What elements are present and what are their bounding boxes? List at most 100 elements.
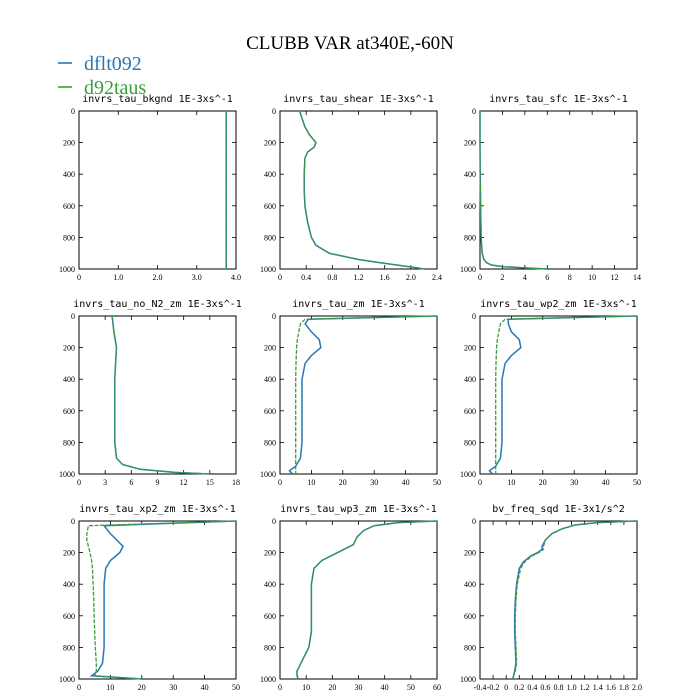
y-tick-label: 200	[63, 344, 75, 353]
series-line-d92taus	[512, 520, 638, 680]
panel-title: bv_freq_sqd 1E-3x1/s^2	[492, 504, 624, 515]
y-tick-label: 1000	[460, 265, 476, 274]
x-tick-label: 2.4	[432, 273, 442, 282]
legend-label-d92taus: d92taus	[84, 77, 146, 99]
y-tick-label: 1000	[260, 265, 276, 274]
chart-panel-2: invrs_tau_shear 1E-3xs^-1 0 0.4 0.8 1.2 1.6 2.…	[260, 94, 442, 282]
x-tick-label: 4	[523, 273, 527, 282]
y-tick-label: 600	[464, 202, 476, 211]
chart-panel-3: invrs_tau_sfc 1E-3xs^-1 0 2 4 6 8 10 12 14 0 200 40…	[460, 94, 641, 282]
plot-frame	[479, 315, 638, 475]
plot-frame	[279, 315, 438, 475]
y-tick-label: 0	[472, 312, 476, 321]
y-tick-label: 200	[464, 549, 476, 558]
y-tick-label: 400	[464, 170, 476, 179]
y-tick-label: 600	[464, 407, 476, 416]
chart-panel-7: invrs_tau_xp2_zm 1E-3xs^-1 0 10 20 30 40 50 0 20…	[59, 504, 240, 692]
x-tick-label: 9	[156, 478, 160, 487]
y-tick-label: 0	[272, 312, 276, 321]
x-tick-label: 0	[77, 273, 81, 282]
x-tick-label: 0.6	[540, 683, 550, 692]
x-tick-label: 40	[201, 683, 209, 692]
x-tick-label: 1.4	[593, 683, 603, 692]
x-tick-label: 0	[77, 683, 81, 692]
y-tick-label: 600	[264, 407, 276, 416]
y-tick-label: 1000	[59, 470, 75, 479]
y-tick-label: 800	[464, 438, 476, 447]
panel-grid: invrs_tau_bkgnd 1E-3xs^-1 0 1.0 2.0 3.0 4.0 0 2…	[59, 94, 642, 692]
plot-frame	[78, 520, 237, 680]
x-tick-label: 0	[478, 478, 482, 487]
y-tick-label: 1000	[260, 675, 276, 684]
panel-title: invrs_tau_sfc 1E-3xs^-1	[489, 94, 627, 105]
x-tick-label: 50	[433, 478, 441, 487]
series-line-dflt092	[288, 315, 438, 475]
y-tick-label: 400	[264, 375, 276, 384]
chart-panel-9: bv_freq_sqd 1E-3x1/s^2 -0.4 -0.2 0 0.2 0.4 0.6…	[460, 504, 642, 692]
x-tick-label: 30	[370, 478, 378, 487]
x-tick-label: 2.0	[406, 273, 416, 282]
y-tick-label: 0	[71, 517, 75, 526]
x-tick-label: 0	[504, 683, 508, 692]
plot-frame	[479, 520, 638, 680]
x-tick-label: 1.0	[567, 683, 577, 692]
x-tick-label: 6	[129, 478, 133, 487]
x-tick-label: 0	[278, 273, 282, 282]
plot-frame	[78, 110, 237, 270]
x-tick-label: 0.8	[554, 683, 564, 692]
series-line-d92taus	[111, 315, 210, 475]
y-tick-label: 1000	[460, 470, 476, 479]
y-tick-label: 400	[264, 170, 276, 179]
chart-panel-5: invrs_tau_zm 1E-3xs^-1 0 10 20 30 40 50 0 200 400…	[260, 299, 441, 487]
x-tick-label: 20	[539, 478, 547, 487]
y-tick-label: 200	[63, 549, 75, 558]
y-tick-label: 800	[63, 643, 75, 652]
figure-title: CLUBB VAR at340E,-60N	[246, 33, 454, 54]
x-tick-label: 0	[478, 273, 482, 282]
x-tick-label: 20	[328, 683, 336, 692]
x-tick-label: 10	[588, 273, 596, 282]
plot-frame	[78, 315, 237, 475]
x-tick-label: 12	[180, 478, 188, 487]
y-tick-label: 400	[63, 170, 75, 179]
y-tick-label: 0	[472, 517, 476, 526]
y-tick-label: 1000	[460, 675, 476, 684]
x-tick-label: 40	[381, 683, 389, 692]
y-tick-label: 1000	[59, 265, 75, 274]
panel-title: invrs_tau_shear 1E-3xs^-1	[283, 94, 434, 105]
x-tick-label: 30	[570, 478, 578, 487]
x-tick-label: 2	[500, 273, 504, 282]
series-line-dflt092	[511, 520, 638, 680]
y-tick-label: 0	[472, 107, 476, 116]
x-tick-label: 0.8	[327, 273, 337, 282]
x-tick-label: 20	[138, 683, 146, 692]
y-tick-label: 800	[464, 233, 476, 242]
series-line-dflt092	[89, 520, 237, 680]
x-tick-label: -0.4	[474, 683, 487, 692]
y-tick-label: 400	[264, 580, 276, 589]
x-tick-label: 2.0	[632, 683, 642, 692]
x-tick-label: 10	[307, 478, 315, 487]
chart-panel-8: invrs_tau_wp3_zm 1E-3xs^-10 10 20 30 40 50 600…	[260, 504, 441, 692]
y-tick-label: 200	[264, 549, 276, 558]
x-tick-label: 1.8	[619, 683, 629, 692]
x-tick-label: 0	[77, 478, 81, 487]
y-tick-label: 800	[264, 438, 276, 447]
y-tick-label: 600	[63, 612, 75, 621]
x-tick-label: 0	[278, 478, 282, 487]
x-tick-label: 1.2	[580, 683, 590, 692]
x-tick-label: 2.0	[153, 273, 163, 282]
legend-label-dflt092: dflt092	[84, 53, 142, 75]
series-line-d92taus	[479, 111, 548, 270]
panel-title: invrs_tau_wp2_zm 1E-3xs^-1	[480, 299, 637, 310]
x-tick-label: 50	[232, 683, 240, 692]
x-tick-label: 30	[355, 683, 363, 692]
chart-panel-4: invrs_tau_no_N2_zm 1E-3xs^-1 0 3 6 9 12 15 18 0 2…	[59, 299, 242, 487]
series-line-d92taus	[298, 110, 425, 270]
series-line-d92taus	[295, 315, 438, 474]
x-tick-label: 3	[103, 478, 107, 487]
x-tick-label: 18	[232, 478, 240, 487]
x-tick-label: 50	[633, 478, 641, 487]
chart-panel-1: invrs_tau_bkgnd 1E-3xs^-1 0 1.0 2.0 3.0 4.0 0 2…	[59, 94, 241, 282]
y-tick-label: 1000	[260, 470, 276, 479]
